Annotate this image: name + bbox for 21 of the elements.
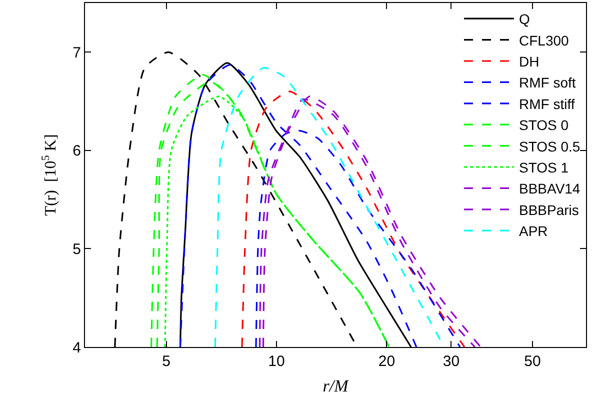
legend-label: RMF stiff	[519, 96, 575, 112]
legend-label: RMF soft	[519, 74, 576, 91]
legend-label: DH	[519, 53, 540, 70]
x-tick-label: 10	[268, 353, 285, 370]
legend-label: CFL300	[519, 32, 570, 48]
y-tick-label: 6	[72, 142, 81, 160]
x-axis-title: r/M	[322, 376, 350, 396]
x-tick-label: 30	[442, 353, 460, 370]
x-tick-label: 20	[378, 353, 396, 370]
y-tick-label: 4	[72, 339, 81, 356]
legend-label: Q	[519, 11, 530, 28]
legend-label: BBBParis	[519, 202, 579, 218]
legend-label: STOS 1	[519, 159, 569, 176]
legend-label: BBBAV14	[519, 180, 580, 197]
x-tick-label: 50	[524, 353, 541, 370]
legend-label: STOS 0.5	[519, 138, 580, 154]
y-tick-label: 7	[72, 44, 81, 62]
x-tick-label: 5	[162, 353, 170, 370]
y-tick-label: 5	[72, 240, 81, 258]
legend-label: STOS 0	[519, 117, 569, 134]
legend-label: APR	[519, 223, 548, 240]
